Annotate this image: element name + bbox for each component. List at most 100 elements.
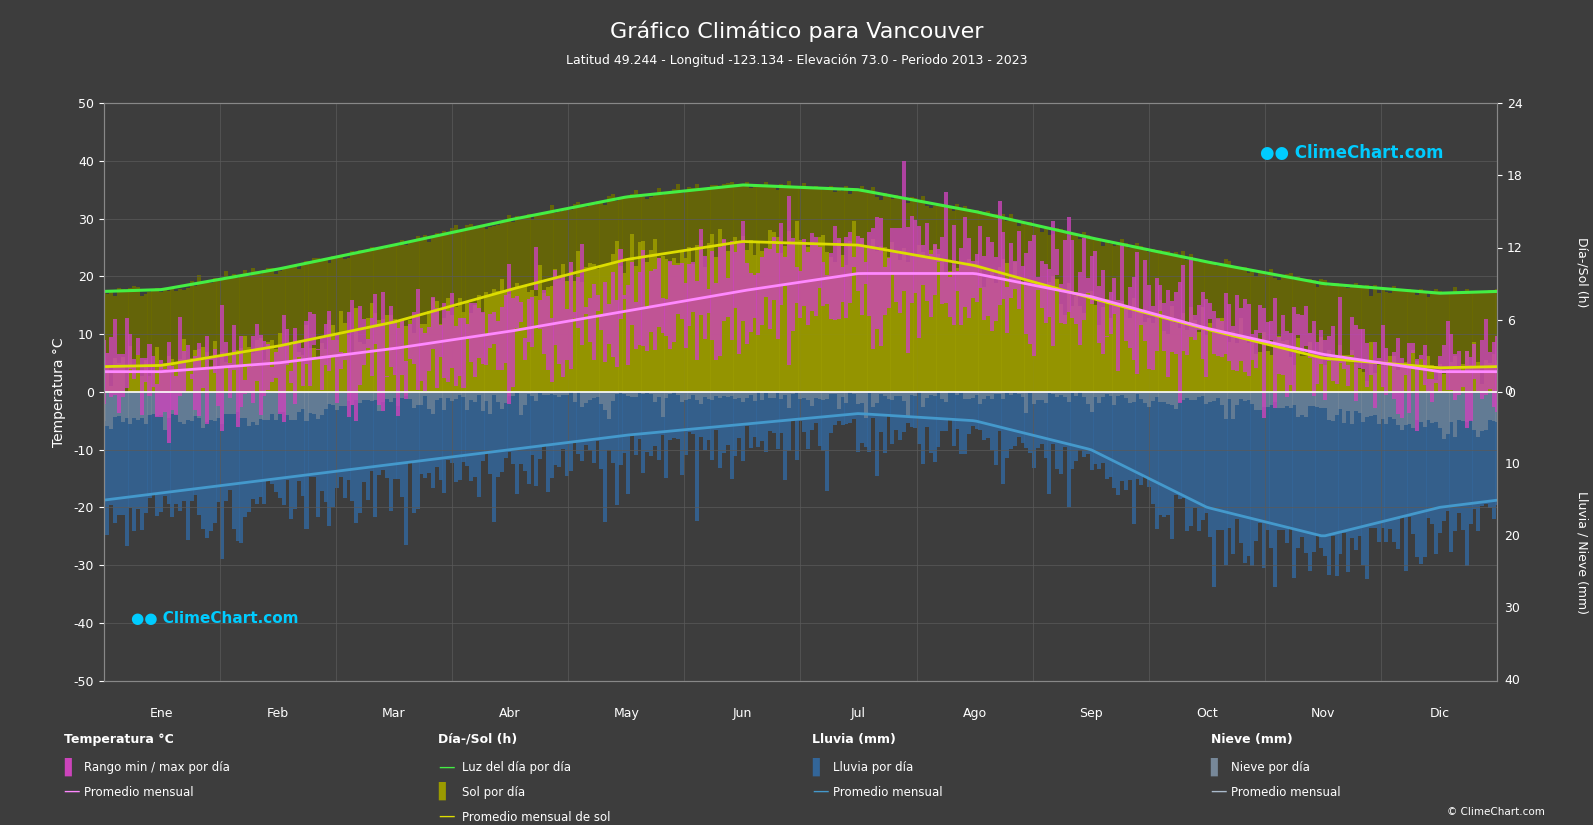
Text: ▌: ▌ — [1211, 757, 1225, 776]
Bar — [959, 392, 964, 454]
Bar — [1227, 304, 1231, 361]
Bar — [1005, 263, 1010, 392]
Bar — [503, 392, 508, 403]
Bar — [1281, 392, 1286, 408]
Bar — [577, 252, 580, 392]
Bar — [932, 206, 937, 392]
Bar — [354, 392, 358, 523]
Bar — [1067, 392, 1070, 507]
Bar — [397, 246, 400, 392]
Bar — [198, 392, 201, 515]
Bar — [347, 392, 350, 401]
Bar — [1496, 392, 1499, 505]
Bar — [784, 246, 787, 392]
Bar — [626, 392, 631, 494]
Bar — [833, 262, 836, 392]
Bar — [1431, 294, 1434, 392]
Bar — [523, 285, 527, 392]
Bar — [274, 392, 277, 492]
Bar — [1308, 392, 1311, 571]
Bar — [1158, 300, 1163, 392]
Bar — [282, 392, 285, 506]
Bar — [994, 392, 997, 394]
Bar — [550, 392, 554, 394]
Bar — [752, 256, 757, 392]
Bar — [1169, 257, 1174, 392]
Bar — [703, 256, 707, 339]
Bar — [174, 392, 178, 414]
Bar — [978, 266, 983, 392]
Bar — [373, 313, 378, 392]
Bar — [940, 205, 945, 392]
Bar — [746, 392, 749, 398]
Bar — [1453, 354, 1458, 400]
Bar — [328, 392, 331, 526]
Bar — [653, 239, 656, 392]
Bar — [688, 248, 691, 392]
Bar — [814, 392, 817, 423]
Bar — [397, 320, 400, 392]
Bar — [596, 295, 599, 311]
Bar — [610, 254, 615, 392]
Bar — [500, 279, 503, 392]
Bar — [664, 192, 669, 392]
Bar — [323, 392, 328, 502]
Bar — [1400, 392, 1403, 430]
Bar — [561, 276, 566, 377]
Bar — [898, 229, 902, 313]
Bar — [481, 312, 484, 364]
Bar — [757, 392, 760, 447]
Bar — [994, 214, 997, 392]
Bar — [1008, 214, 1013, 392]
Bar — [699, 392, 703, 403]
Bar — [604, 392, 607, 522]
Bar — [143, 358, 148, 382]
Bar — [634, 392, 637, 455]
Bar — [503, 392, 508, 459]
Bar — [411, 392, 416, 513]
Bar — [492, 392, 495, 521]
Bar — [634, 266, 637, 392]
Bar — [1281, 342, 1286, 392]
Bar — [419, 238, 424, 392]
Bar — [841, 255, 844, 392]
Text: Ene: Ene — [150, 706, 174, 719]
Bar — [746, 251, 749, 392]
Bar — [809, 243, 814, 392]
Bar — [929, 250, 932, 392]
Bar — [331, 340, 335, 356]
Bar — [1357, 370, 1362, 392]
Bar — [726, 392, 730, 445]
Bar — [239, 337, 244, 407]
Bar — [926, 257, 929, 392]
Bar — [1254, 276, 1258, 392]
Bar — [511, 392, 515, 396]
Bar — [301, 392, 304, 496]
Bar — [1388, 362, 1392, 363]
Bar — [1188, 308, 1193, 392]
Bar — [730, 242, 733, 340]
Bar — [913, 199, 918, 392]
Bar — [408, 243, 413, 392]
Bar — [1144, 392, 1147, 403]
Bar — [844, 266, 849, 392]
Bar — [1002, 259, 1005, 392]
Bar — [879, 247, 883, 392]
Bar — [779, 392, 784, 398]
Bar — [814, 245, 817, 392]
Bar — [691, 392, 695, 434]
Bar — [910, 254, 913, 392]
Bar — [328, 319, 331, 392]
Bar — [411, 242, 416, 392]
Bar — [1215, 392, 1220, 530]
Bar — [1163, 252, 1166, 392]
Bar — [331, 392, 335, 405]
Bar — [757, 273, 760, 336]
Bar — [1365, 381, 1370, 392]
Bar — [707, 392, 710, 399]
Bar — [250, 392, 255, 422]
Bar — [258, 392, 263, 419]
Bar — [1227, 392, 1231, 399]
Bar — [1043, 285, 1048, 392]
Bar — [757, 186, 760, 392]
